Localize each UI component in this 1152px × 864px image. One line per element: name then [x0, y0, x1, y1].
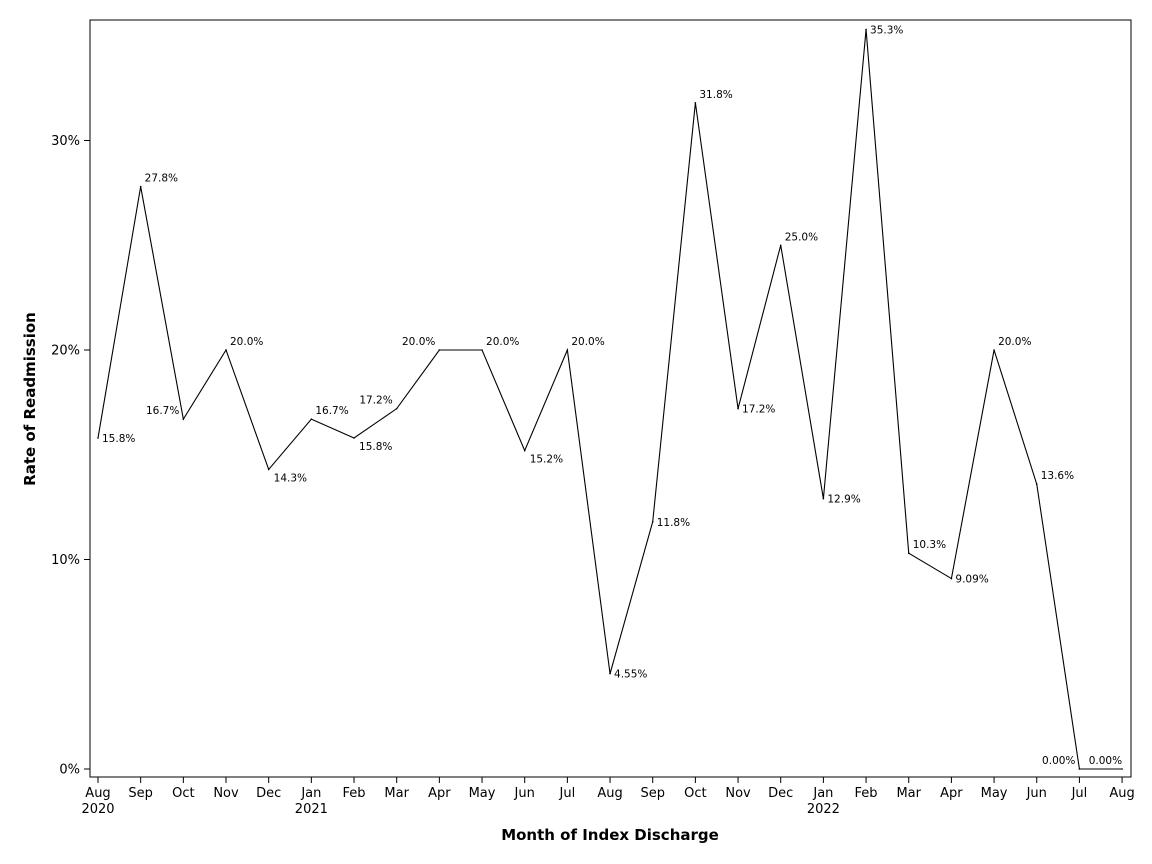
- data-label: 15.8%: [359, 441, 392, 453]
- series-line: [97, 29, 1123, 770]
- x-tick-year-label: 2022: [807, 802, 840, 817]
- x-tick-label: Oct: [684, 786, 706, 801]
- data-label: 17.2%: [742, 404, 775, 416]
- data-point: [395, 407, 398, 410]
- data-point: [1035, 483, 1038, 485]
- x-tick-label: Jan: [812, 786, 833, 801]
- x-tick-label: Mar: [896, 786, 921, 801]
- data-point: [481, 349, 483, 351]
- data-label: 20.0%: [486, 336, 519, 348]
- x-tick-label: May: [981, 786, 1008, 801]
- data-point: [182, 418, 185, 420]
- x-tick-label: Dec: [256, 786, 281, 801]
- data-label: 9.09%: [955, 574, 988, 586]
- data-point: [993, 349, 995, 351]
- data-label: 20.0%: [998, 336, 1031, 348]
- data-point: [822, 497, 825, 500]
- data-point: [310, 418, 313, 420]
- data-point: [523, 449, 526, 452]
- data-point: [1121, 768, 1123, 770]
- data-label: 15.8%: [102, 433, 135, 445]
- x-tick-label: Mar: [384, 786, 409, 801]
- data-point: [438, 349, 441, 351]
- y-tick-label: 0%: [59, 763, 80, 778]
- data-point: [737, 407, 739, 410]
- y-tick-label: 20%: [51, 344, 80, 359]
- y-axis: 0% 10% 20% 30%: [51, 134, 90, 778]
- data-point: [865, 28, 867, 31]
- data-point: [225, 349, 227, 351]
- y-tick-label: 10%: [51, 553, 80, 568]
- data-label: 25.0%: [785, 231, 818, 243]
- x-tick-label: Jan: [300, 786, 321, 801]
- data-label: 35.3%: [870, 24, 903, 36]
- x-tick-label: Nov: [725, 786, 751, 801]
- data-point: [1078, 768, 1081, 770]
- data-point: [609, 672, 611, 675]
- data-label: 16.7%: [146, 405, 179, 417]
- data-point: [267, 468, 270, 471]
- y-tick-label: 30%: [51, 134, 80, 149]
- data-label: 13.6%: [1041, 470, 1074, 482]
- x-tick-label: Sep: [128, 786, 153, 801]
- x-tick-label: Apr: [940, 786, 963, 801]
- data-labels: 15.8% 27.8% 16.7% 20.0% 14.3% 16.7% 15.8% 17.2%…: [97, 24, 1123, 770]
- x-tick-label: Aug: [85, 786, 110, 801]
- data-point: [353, 437, 355, 439]
- plot-frame: [89, 19, 1132, 778]
- x-tick-label: Oct: [172, 786, 194, 801]
- x-tick-year-label: 2020: [81, 802, 114, 817]
- x-tick-label: Apr: [428, 786, 451, 801]
- x-tick-label: May: [469, 786, 496, 801]
- data-point: [950, 577, 953, 580]
- x-tick-label: Jul: [1071, 786, 1088, 801]
- data-label: 12.9%: [827, 494, 860, 506]
- data-label: 15.2%: [530, 454, 563, 466]
- data-point: [651, 520, 654, 523]
- x-tick-label: Feb: [855, 786, 878, 801]
- data-label: 0.00%: [1042, 755, 1075, 767]
- x-tick-label: Feb: [343, 786, 366, 801]
- data-label: 20.0%: [230, 336, 263, 348]
- data-label: 17.2%: [359, 395, 392, 407]
- data-point: [139, 185, 142, 188]
- data-label: 27.8%: [145, 173, 178, 185]
- x-tick-label: Nov: [213, 786, 239, 801]
- data-point: [694, 101, 697, 104]
- data-point: [779, 244, 782, 247]
- y-axis-title: Rate of Readmission: [21, 312, 39, 486]
- data-label: 16.7%: [315, 405, 348, 417]
- x-tick-year-label: 2021: [295, 802, 328, 817]
- data-label: 0.00%: [1089, 755, 1122, 767]
- data-label: 10.3%: [913, 539, 946, 551]
- x-axis-title: Month of Index Discharge: [501, 826, 719, 844]
- x-tick-label: Sep: [640, 786, 665, 801]
- x-tick-label: Jun: [514, 786, 535, 801]
- data-label: 20.0%: [571, 336, 604, 348]
- data-label: 20.0%: [402, 336, 435, 348]
- x-tick-label: Jul: [559, 786, 576, 801]
- data-label: 4.55%: [614, 669, 647, 681]
- data-label: 31.8%: [699, 89, 732, 101]
- data-point: [97, 437, 99, 439]
- data-label: 14.3%: [274, 472, 307, 484]
- data-point: [566, 349, 569, 351]
- x-tick-label: Dec: [768, 786, 793, 801]
- x-tick-label: Aug: [597, 786, 622, 801]
- x-tick-label: Jun: [1026, 786, 1047, 801]
- data-label: 11.8%: [657, 517, 690, 529]
- x-tick-label: Aug: [1109, 786, 1134, 801]
- data-point: [907, 552, 910, 555]
